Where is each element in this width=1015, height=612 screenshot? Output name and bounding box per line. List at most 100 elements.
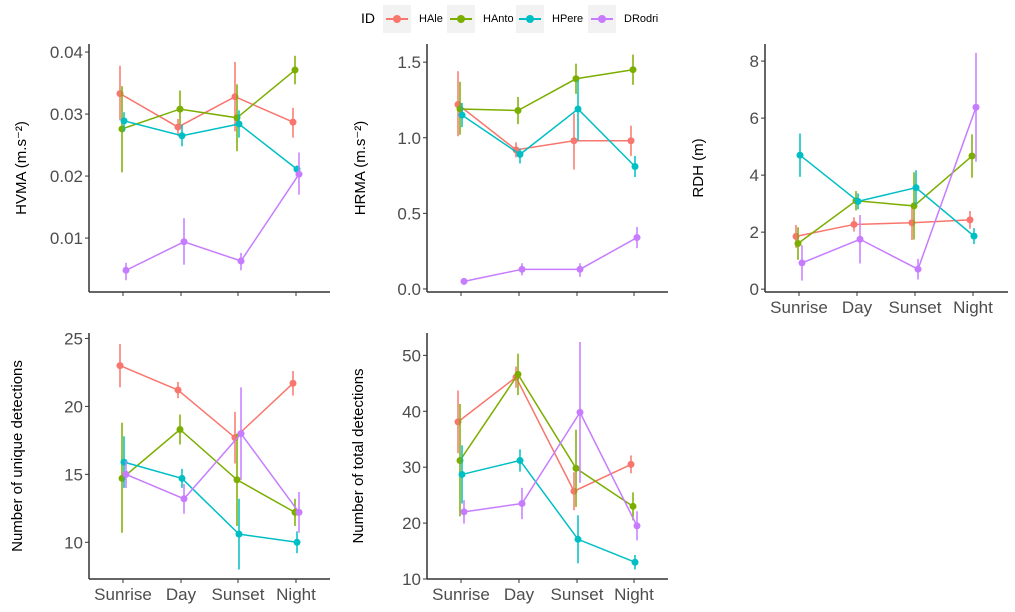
- data-point: [627, 137, 635, 145]
- data-point: [914, 265, 922, 273]
- series-line: [801, 107, 977, 271]
- series-drodri: [460, 226, 641, 285]
- series-line: [123, 120, 298, 170]
- y-tick-label: 6: [750, 109, 759, 128]
- series-hpere: [458, 445, 639, 570]
- data-point: [518, 500, 526, 508]
- data-point: [516, 150, 524, 158]
- data-point: [966, 216, 974, 224]
- data-point: [572, 464, 580, 472]
- data-point: [289, 118, 297, 126]
- data-point: [122, 266, 130, 274]
- series-drodri: [460, 341, 641, 541]
- data-point: [576, 265, 584, 273]
- data-point: [972, 103, 980, 111]
- data-point: [178, 474, 186, 482]
- x-tick-label: Night: [614, 585, 654, 604]
- y-tick-label: 0.5: [397, 204, 421, 223]
- data-point: [570, 137, 578, 145]
- x-tick-label: Sunset: [889, 298, 942, 317]
- y-tick-label: 2: [750, 223, 759, 242]
- series-hpere: [120, 436, 301, 570]
- y-axis-title: HVMA (m.s⁻²): [13, 121, 30, 215]
- x-tick-label: Night: [276, 585, 316, 604]
- series-drodri: [122, 387, 303, 533]
- series-drodri: [122, 152, 303, 281]
- panel-hvma: 0.01 0.02 0.03 0.04 HVMA (m.s⁻²): [13, 43, 330, 296]
- data-point: [295, 508, 303, 516]
- legend-key-hale: [383, 5, 411, 33]
- series-line: [119, 364, 294, 439]
- series-line: [797, 155, 973, 245]
- data-point: [237, 257, 245, 265]
- data-point: [122, 470, 130, 478]
- series-hale: [116, 343, 297, 464]
- series-hanto: [456, 54, 637, 135]
- x-tick-label: Day: [166, 585, 197, 604]
- series-drodri: [798, 52, 980, 281]
- x-tick-label: Sunset: [551, 585, 604, 604]
- data-point: [970, 232, 978, 240]
- data-point: [291, 66, 299, 74]
- legend-dot: [457, 15, 465, 23]
- data-point: [180, 238, 188, 246]
- data-point: [116, 362, 124, 370]
- series-hale: [454, 71, 635, 170]
- legend-key-hpere: [516, 5, 544, 33]
- y-tick-label: 4: [750, 166, 759, 185]
- series-line: [125, 173, 300, 271]
- data-point: [295, 170, 303, 178]
- y-tick-label: 0.03: [50, 105, 83, 124]
- panel-hrma: 0.0 0.5 1.0 1.5 HRMA (m.s⁻²): [352, 44, 668, 299]
- data-point: [235, 120, 243, 128]
- data-point: [850, 220, 858, 228]
- data-point: [512, 146, 520, 154]
- data-point: [518, 265, 526, 273]
- y-tick-label: 0.0: [397, 280, 421, 299]
- series-hale: [792, 205, 974, 248]
- legend-label-hale: HAle: [419, 13, 443, 25]
- data-point: [968, 152, 976, 160]
- series-line: [125, 432, 300, 513]
- y-tick-label: 0.02: [50, 167, 83, 186]
- y-tick-label: 1.5: [397, 53, 421, 72]
- data-point: [458, 470, 466, 478]
- data-point: [233, 476, 241, 484]
- series-hanto: [118, 55, 299, 173]
- y-tick-label: 50: [402, 346, 421, 365]
- data-point: [237, 430, 245, 438]
- data-point: [856, 235, 864, 243]
- series-line: [795, 219, 971, 238]
- x-tick-label: Sunrise: [770, 298, 828, 317]
- series-line: [121, 69, 296, 130]
- data-point: [458, 111, 466, 119]
- y-tick-label: 30: [402, 458, 421, 477]
- series-line: [457, 103, 631, 151]
- legend-item-hanto: HAnto: [447, 5, 514, 33]
- data-point: [235, 530, 243, 538]
- data-point: [798, 259, 806, 267]
- legend-item-drodri: DRodri: [588, 5, 658, 33]
- data-point: [794, 240, 802, 248]
- data-point: [460, 277, 468, 285]
- series-hanto: [794, 134, 976, 260]
- legend-label-hpere: HPere: [552, 13, 584, 25]
- y-tick-label: 1.0: [397, 129, 421, 148]
- data-point: [574, 535, 582, 543]
- series-line: [461, 459, 636, 563]
- legend: ID HAle HAnto HPere DRodri: [0, 0, 1015, 38]
- data-point: [629, 502, 637, 510]
- legend-dot: [393, 15, 401, 23]
- data-point: [120, 117, 128, 125]
- legend-title: ID: [361, 10, 375, 26]
- legend-label-hanto: HAnto: [483, 13, 514, 25]
- series-line: [119, 92, 294, 128]
- data-point: [516, 456, 524, 464]
- x-tick-label: Sunset: [212, 585, 265, 604]
- panel-unique: 10 15 20 25 Sunrise Day Sunset Night Number of u…: [9, 329, 330, 604]
- series-line: [463, 236, 638, 283]
- y-axis-title: Number of unique detections: [9, 360, 26, 552]
- series-hpere: [796, 133, 978, 245]
- data-point: [627, 460, 635, 468]
